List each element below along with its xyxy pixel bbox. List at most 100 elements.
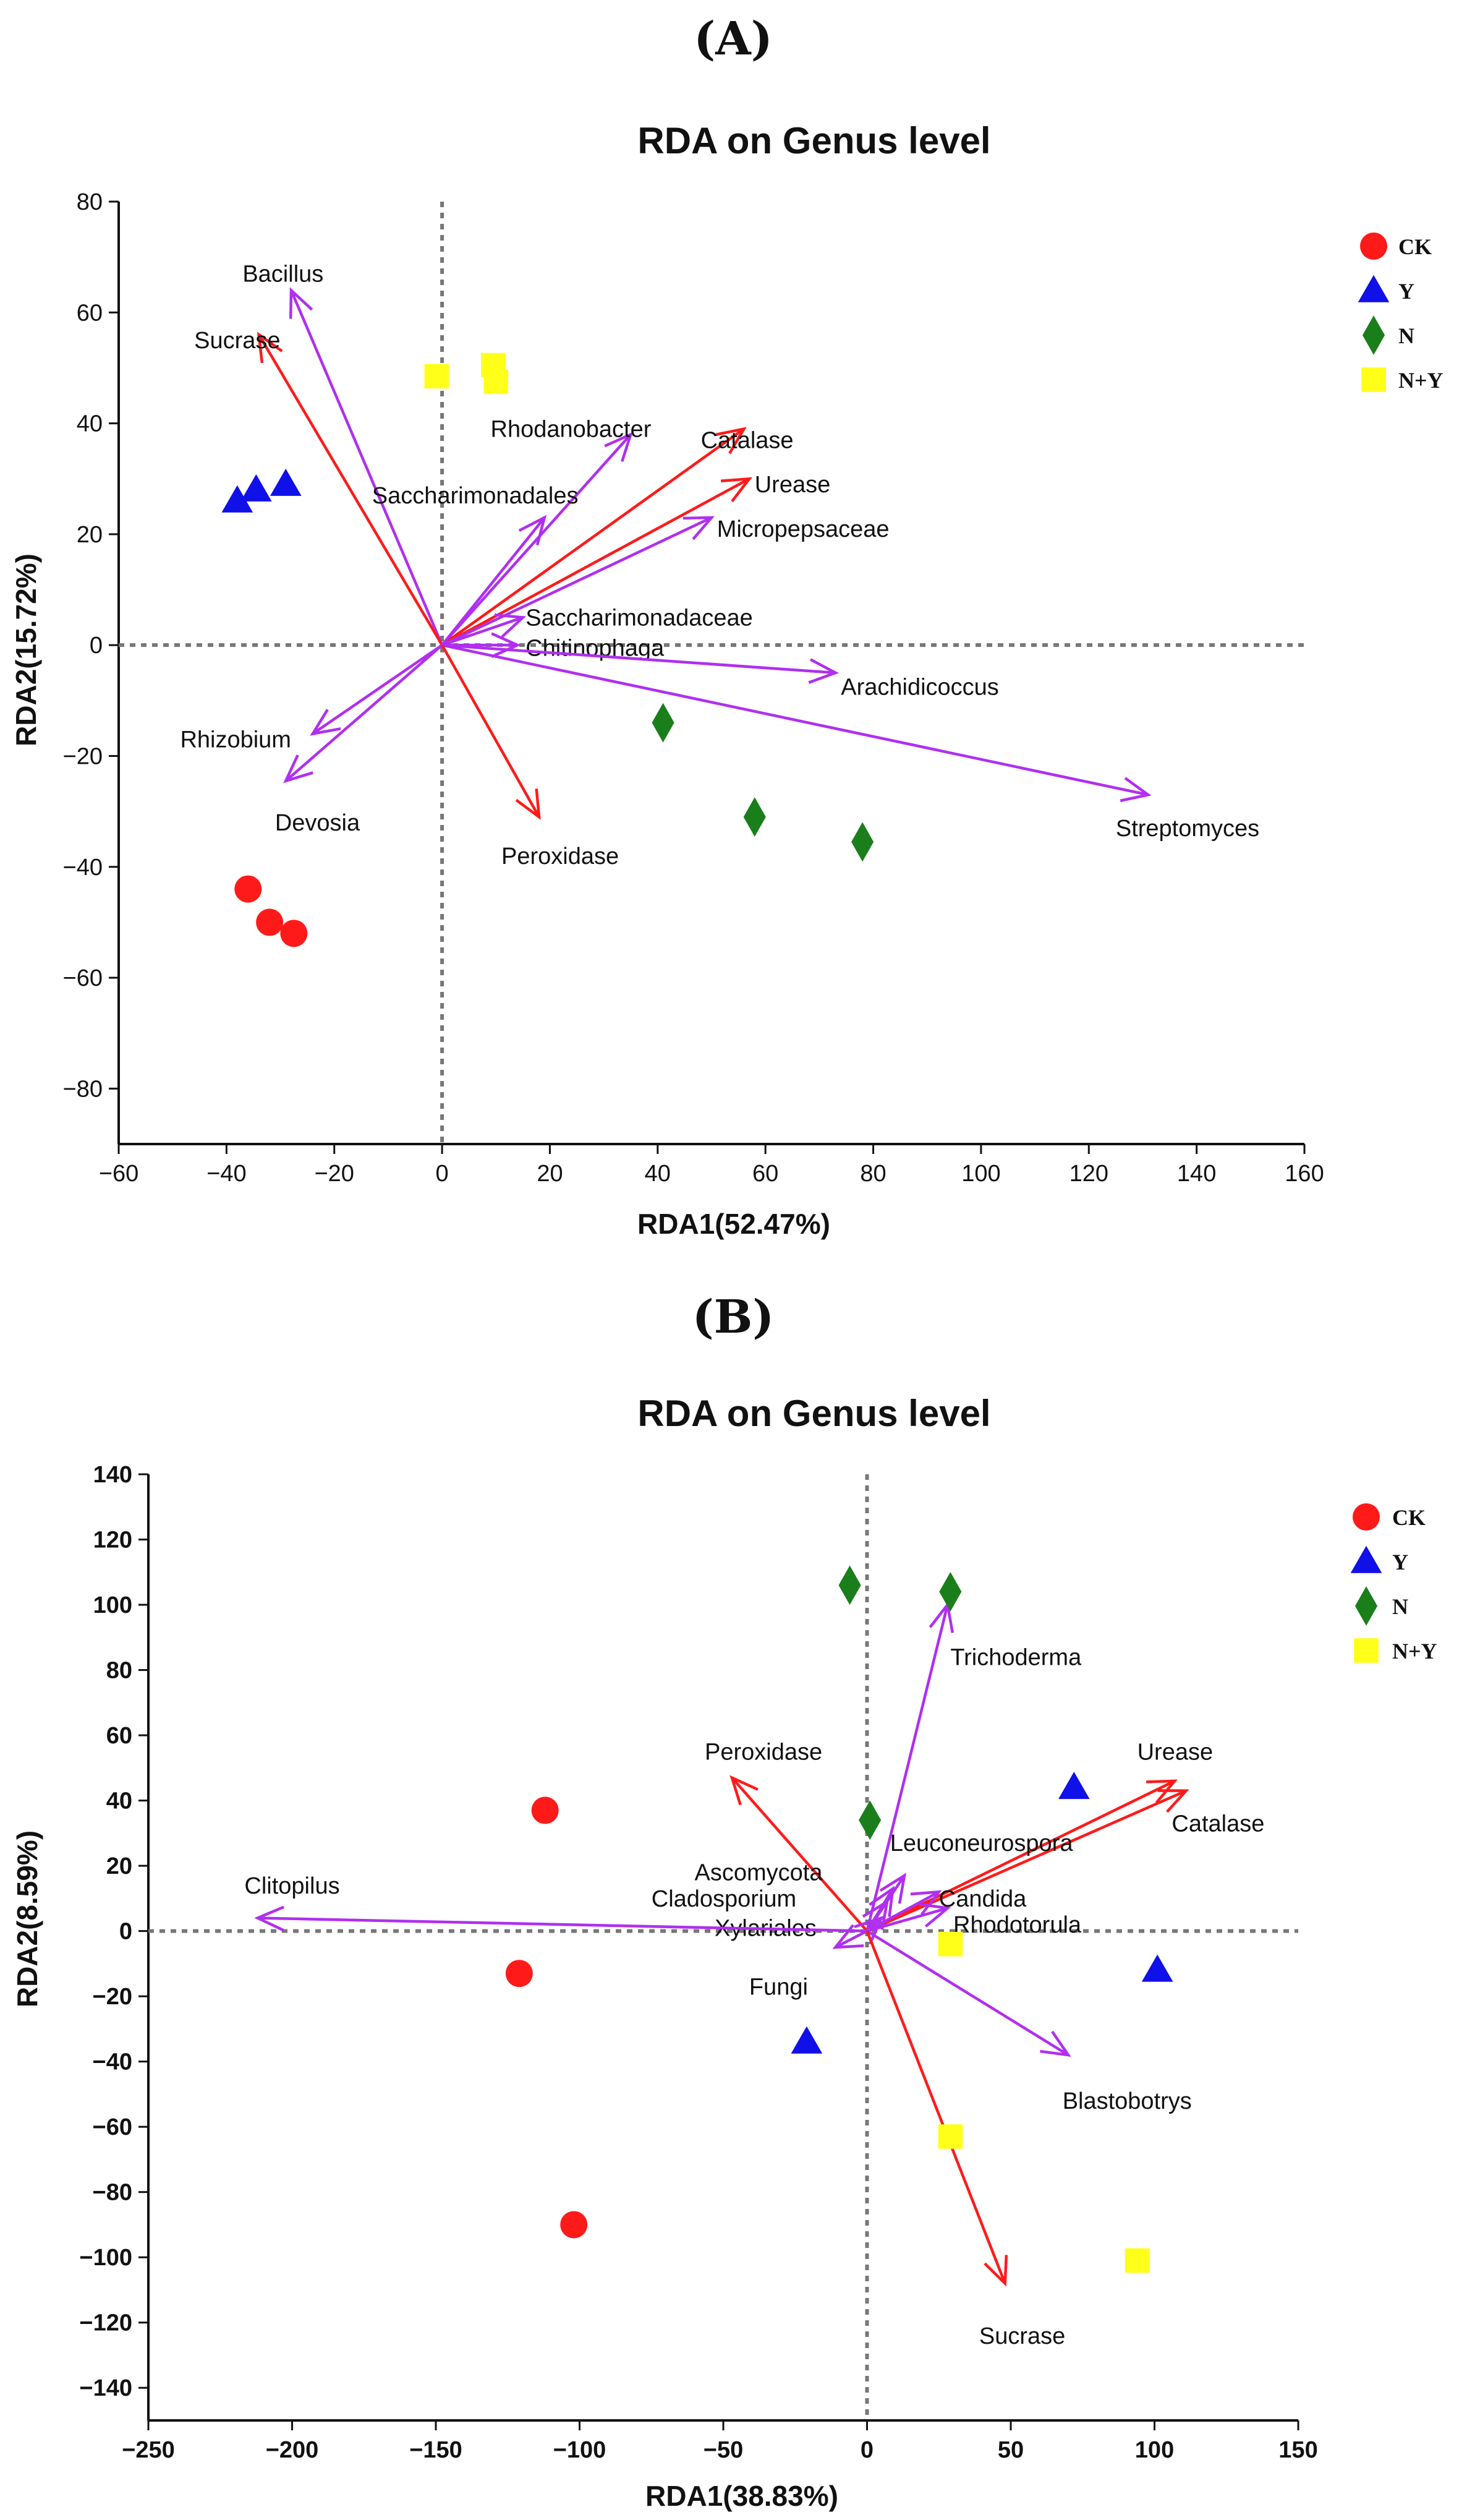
- panel-a-arrow-catalase: Catalase: [441, 427, 794, 647]
- panel-a-legend-marker-n: [1362, 315, 1385, 355]
- panel-b-y-tick-label: 120: [93, 1527, 132, 1553]
- panel-b-arrow-ascomycota-label: Ascomycota: [695, 1860, 823, 1886]
- panel-a-point-ck-2: [256, 908, 284, 936]
- panel-b-arrow-clitopilus-label: Clitopilus: [244, 1873, 339, 1899]
- panel-a-arrow-saccharimonadaceae: Saccharimonadaceae: [441, 605, 753, 647]
- panel-a-point-nplusy-1: [424, 364, 449, 389]
- panel-a-arrow-rhizobium-label: Rhizobium: [180, 727, 291, 753]
- panel-a-arrow-arachidicoccus: Arachidicoccus: [441, 643, 999, 700]
- panel-b-point-n-2: [939, 1572, 962, 1612]
- panel-b-arrow-candida-head: [910, 1890, 942, 1916]
- panel-b-arrow-rhodotorula-label: Rhodotorula: [953, 1912, 1082, 1938]
- panel-b-y-tick-label: −100: [79, 2245, 132, 2271]
- panel-a-arrow-saccharimonadaceae-label: Saccharimonadaceae: [525, 605, 753, 631]
- panel-b-x-tick-label: −100: [553, 2437, 606, 2463]
- panel-a-x-tick-label: 0: [436, 1161, 449, 1187]
- panel-a: (A) RDA on Genus level RDA1(52.47%) RDA2…: [10, 12, 1444, 1240]
- panel-a-arrow-urease: Urease: [441, 472, 830, 647]
- panel-b-x-tick-label: 100: [1135, 2437, 1174, 2463]
- panel-a-x-tick-label: 20: [537, 1161, 563, 1187]
- panel-a-arrow-sucrase: Sucrase: [194, 328, 444, 646]
- panel-a-arrow-peroxidase-label: Peroxidase: [501, 844, 619, 869]
- panel-a-plot: −60 −40 −20 0 20 40 60 80 100 120 140 160 −80 −60 −40 −…: [63, 189, 1324, 1187]
- panel-b-point-nplusy-1: [938, 1931, 963, 1957]
- panel-a-arrow-devosia: Devosia: [275, 644, 443, 836]
- panel-a-arrow-urease-shaft: [441, 477, 751, 647]
- panel-b-point-y-3: [791, 2026, 823, 2054]
- panel-a-point-nplusy-3: [483, 369, 509, 395]
- panel-a-y-tick-label: 0: [90, 633, 103, 659]
- panel-a-x-tick-label: 160: [1285, 1161, 1324, 1187]
- panel-b-arrow-cladosporium-head: [862, 1899, 890, 1930]
- panel-b-legend: CK YN N+Y: [1350, 1503, 1437, 1664]
- panel-b-x-tick-label: −250: [122, 2437, 175, 2463]
- panel-b-arrow-blastobotrys-shaft: [866, 1929, 1069, 2057]
- panel-a-x-tick-label: 80: [860, 1161, 886, 1187]
- panel-b-x-tick-label: 150: [1278, 2437, 1317, 2463]
- panel-a-point-y-2: [240, 474, 272, 502]
- panel-a-point-n-1: [652, 703, 674, 743]
- panel-a-title: RDA on Genus level: [637, 120, 990, 161]
- panel-a-legend: CK YN N+Y: [1358, 233, 1444, 393]
- panel-b-point-n-1: [838, 1565, 861, 1605]
- panel-a-y-tick-label: 20: [77, 522, 103, 548]
- panel-b-point-ck-1: [531, 1796, 559, 1824]
- panel-b-point-n-3: [859, 1800, 882, 1840]
- panel-a-arrow-arachidicoccus-label: Arachidicoccus: [841, 674, 999, 700]
- panel-b-arrow-trichoderma-label: Trichoderma: [950, 1644, 1082, 1670]
- panel-a-arrow-peroxidase: Peroxidase: [441, 644, 619, 869]
- panel-a-point-ck-1: [234, 875, 262, 903]
- panel-a-x-tick-label: 140: [1177, 1161, 1216, 1187]
- panel-a-arrow-rhizobium-shaft: [312, 644, 443, 735]
- panel-a-legend-marker-nplusy: [1361, 367, 1386, 392]
- panel-b-y-tick-label: 0: [119, 1919, 132, 1945]
- panel-b-point-y-2: [1141, 1954, 1173, 1982]
- panel-b-arrow-blastobotrys-head: [1040, 2030, 1071, 2057]
- panel-a-legend-label-nplusy: N+Y: [1398, 368, 1444, 393]
- panel-b-arrow-catalase-shaft: [866, 1789, 1187, 1933]
- panel-b-arrow-clitopilus: Clitopilus: [244, 1873, 867, 1933]
- panel-a-point-n-2: [743, 797, 766, 837]
- panel-b-x-tick-label: −200: [266, 2437, 319, 2463]
- panel-b-arrow-cladosporium-label: Cladosporium: [652, 1886, 796, 1912]
- panel-a-arrow-micropepsaceae-label: Micropepsaceae: [717, 516, 890, 542]
- panel-b-arrow-clitopilus-shaft: [257, 1916, 867, 1933]
- panel-b-arrow-candida-label: Candida: [939, 1886, 1027, 1912]
- panel-b-arrow-urease-head: [1146, 1779, 1178, 1804]
- panel-b-arrow-trichoderma: Trichoderma: [865, 1601, 1082, 1932]
- panel-a-legend-marker-y: [1358, 275, 1390, 302]
- panel-b-y-tick-label: 100: [93, 1592, 132, 1618]
- panel-a-x-tick-label: 100: [961, 1161, 1000, 1187]
- panel-b-arrow-rhodotorula: Rhodotorula: [866, 1902, 1082, 1938]
- panel-b-arrow-leuconeurospora-label: Leuconeurospora: [890, 1830, 1074, 1856]
- panel-b-y-tick-label: 60: [106, 1723, 132, 1749]
- panel-a-arrow-bacillus-shaft: [289, 289, 444, 646]
- panel-b-arrow-leuconeurospora: Leuconeurospora: [865, 1830, 1074, 1932]
- panel-b-arrow-urease-label: Urease: [1137, 1739, 1214, 1765]
- panel-b-x-tick-label: −150: [409, 2437, 462, 2463]
- panel-b-arrow-peroxidase-head: [729, 1775, 759, 1806]
- panel-b-legend-label-y: Y: [1392, 1550, 1408, 1574]
- panel-b-point-nplusy-2: [938, 2124, 963, 2149]
- panel-b-arrow-sucrase-shaft: [865, 1930, 1006, 2284]
- panel-a-y-tick-label: 40: [77, 411, 103, 437]
- panel-b-arrow-sucrase-label: Sucrase: [979, 2323, 1065, 2349]
- panel-b-x-tick-label: 0: [861, 2437, 874, 2463]
- panel-b-y-tick-label: −40: [93, 2049, 132, 2075]
- panel-a-x-axis-label: RDA1(52.47%): [637, 1208, 830, 1240]
- panel-a-arrow-sucrase-shaft: [257, 334, 444, 646]
- panel-b-arrow-ascomycota-head: [869, 1886, 895, 1917]
- panel-a-arrow-rhodanobacter-label: Rhodanobacter: [491, 417, 652, 443]
- panel-b-arrow-rhodotorula-shaft: [866, 1907, 948, 1933]
- panel-b-x-axis-label: RDA1(38.83%): [645, 2480, 838, 2512]
- panel-b-point-ck-2: [505, 1960, 533, 1988]
- panel-a-x-tick-label: 60: [752, 1161, 778, 1187]
- panel-b-point-nplusy-3: [1125, 2248, 1150, 2273]
- panel-b-y-tick-label: −60: [93, 2114, 132, 2140]
- panel-a-arrow-streptomyces-head: [1120, 777, 1152, 803]
- panel-b-y-tick-label: 40: [106, 1788, 132, 1814]
- panel-a-arrow-saccharimonadaceae-head: [494, 613, 527, 638]
- panel-a-arrow-streptomyces-shaft: [441, 643, 1149, 797]
- panel-b-arrow-blastobotrys: Blastobotrys: [866, 1929, 1192, 2114]
- panel-a-arrow-saccharimonadales-shaft: [441, 516, 546, 646]
